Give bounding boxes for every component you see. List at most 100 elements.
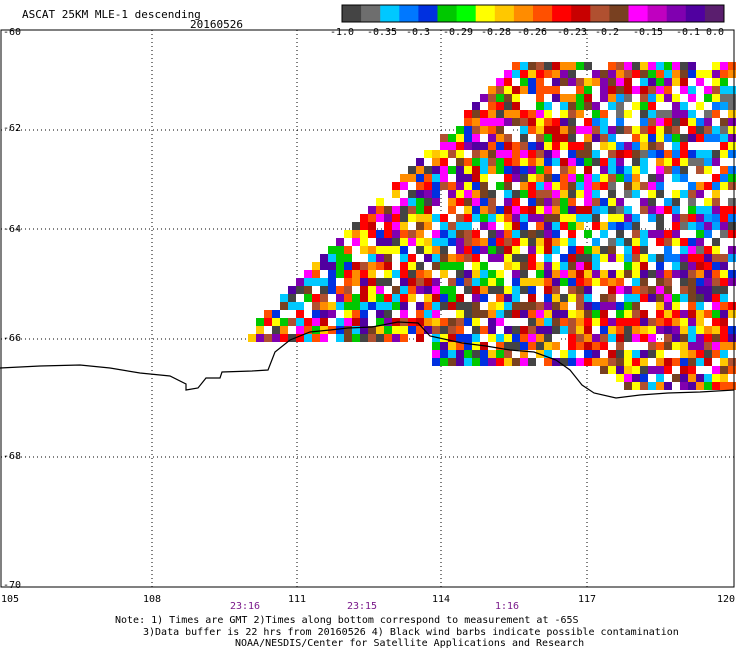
- data-cell: [728, 382, 736, 390]
- data-cell: [504, 190, 512, 198]
- data-cell: [536, 206, 544, 214]
- colorbar-label: -0.23: [556, 27, 588, 38]
- data-cell: [504, 110, 512, 118]
- data-cell: [560, 350, 568, 358]
- data-cell: [408, 222, 416, 230]
- data-cell: [712, 70, 720, 78]
- data-cell: [408, 166, 416, 174]
- data-cell: [472, 238, 480, 246]
- data-cell: [480, 286, 488, 294]
- data-cell: [600, 158, 608, 166]
- data-cell: [392, 270, 400, 278]
- data-cell: [656, 230, 664, 238]
- data-cell: [592, 126, 600, 134]
- data-cell: [600, 278, 608, 286]
- data-cell: [528, 270, 536, 278]
- data-cell: [536, 334, 544, 342]
- data-cell: [616, 150, 624, 158]
- data-cell: [648, 102, 656, 110]
- data-cell: [600, 182, 608, 190]
- data-cell: [664, 134, 672, 142]
- data-cell: [648, 94, 656, 102]
- data-cell: [472, 302, 480, 310]
- data-cell: [712, 270, 720, 278]
- data-cell: [360, 310, 368, 318]
- data-cell: [552, 158, 560, 166]
- data-cell: [592, 198, 600, 206]
- data-cell: [560, 118, 568, 126]
- data-cell: [680, 142, 688, 150]
- data-cell: [336, 294, 344, 302]
- data-cell: [544, 110, 552, 118]
- data-cell: [552, 238, 560, 246]
- data-cell: [640, 134, 648, 142]
- colorbar-swatch: [590, 5, 610, 22]
- data-cell: [592, 350, 600, 358]
- data-cell: [552, 94, 560, 102]
- data-cell: [648, 294, 656, 302]
- data-cell: [600, 134, 608, 142]
- data-cell: [464, 206, 472, 214]
- data-cell: [552, 358, 560, 366]
- data-cell: [704, 382, 712, 390]
- data-cell: [552, 230, 560, 238]
- data-cell: [456, 230, 464, 238]
- data-cell: [296, 278, 304, 286]
- data-cell: [312, 334, 320, 342]
- data-cell: [728, 334, 736, 342]
- data-cell: [616, 70, 624, 78]
- data-cell: [712, 118, 720, 126]
- data-cell: [440, 214, 448, 222]
- data-cell: [608, 142, 616, 150]
- data-cell: [352, 326, 360, 334]
- data-cell: [488, 254, 496, 262]
- data-cell: [568, 182, 576, 190]
- data-cell: [728, 102, 736, 110]
- data-cell: [560, 190, 568, 198]
- data-cell: [728, 94, 736, 102]
- data-cell: [640, 86, 648, 94]
- data-cell: [504, 166, 512, 174]
- data-cell: [432, 198, 440, 206]
- colorbar-label: -0.28: [480, 27, 512, 38]
- data-cell: [552, 318, 560, 326]
- data-cell: [528, 326, 536, 334]
- data-cell: [560, 134, 568, 142]
- data-cell: [680, 150, 688, 158]
- data-cell: [672, 110, 680, 118]
- data-cell: [680, 182, 688, 190]
- data-cell: [680, 374, 688, 382]
- data-cell: [712, 86, 720, 94]
- data-cell: [480, 238, 488, 246]
- data-cell: [688, 342, 696, 350]
- data-cell: [248, 334, 256, 342]
- data-cell: [624, 110, 632, 118]
- data-cell: [720, 270, 728, 278]
- data-cell: [512, 254, 520, 262]
- data-cell: [400, 294, 408, 302]
- data-cell: [480, 222, 488, 230]
- data-cell: [640, 110, 648, 118]
- data-cell: [568, 302, 576, 310]
- data-cell: [520, 334, 528, 342]
- data-cell: [704, 254, 712, 262]
- data-cell: [544, 134, 552, 142]
- data-cell: [704, 110, 712, 118]
- data-cell: [608, 86, 616, 94]
- data-cell: [384, 278, 392, 286]
- data-cell: [464, 254, 472, 262]
- data-cell: [472, 174, 480, 182]
- data-cell: [544, 198, 552, 206]
- data-cell: [376, 278, 384, 286]
- data-cell: [696, 246, 704, 254]
- data-cell: [656, 158, 664, 166]
- data-cell: [712, 238, 720, 246]
- data-cell: [504, 254, 512, 262]
- data-cell: [616, 198, 624, 206]
- data-cell: [672, 174, 680, 182]
- data-cell: [328, 318, 336, 326]
- data-cell: [616, 86, 624, 94]
- latitude-label: -64: [3, 224, 22, 235]
- data-cell: [552, 134, 560, 142]
- data-cell: [640, 358, 648, 366]
